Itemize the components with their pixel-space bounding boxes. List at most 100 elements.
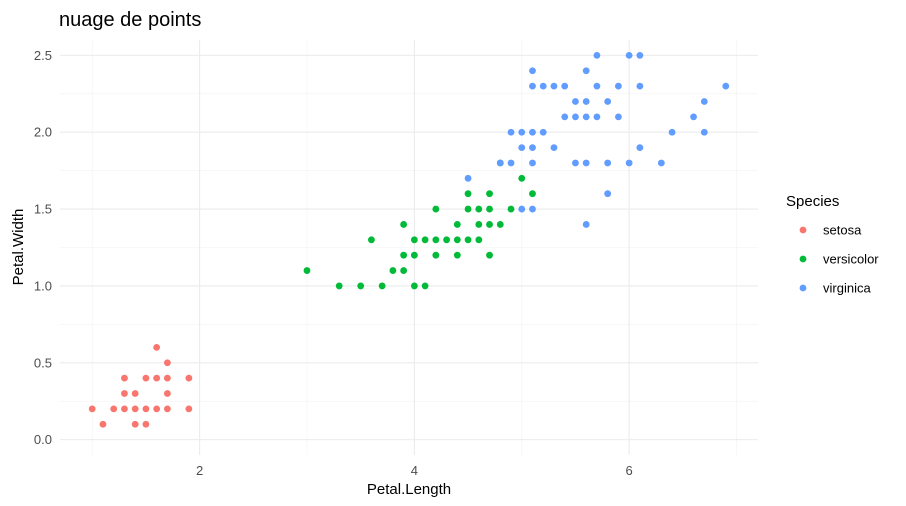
data-point-versicolor — [464, 190, 472, 198]
y-tick-label: 0.0 — [34, 432, 52, 447]
data-point-virginica — [518, 144, 526, 151]
y-axis-ticks: 0.0 0.5 1.0 1.5 2.0 2.5 — [34, 48, 52, 447]
data-point-virginica — [604, 190, 612, 198]
data-point-virginica — [518, 128, 526, 136]
data-point-versicolor — [475, 221, 483, 228]
legend-label-setosa: setosa — [823, 223, 862, 238]
data-point-virginica — [657, 159, 665, 167]
y-axis-title: Petal.Width — [10, 209, 27, 286]
x-tick-label: 4 — [411, 463, 418, 478]
data-point-versicolor — [303, 267, 311, 274]
data-point-virginica — [593, 51, 601, 59]
data-point-virginica — [582, 113, 590, 121]
data-point-virginica — [529, 82, 536, 90]
data-point-virginica — [582, 67, 590, 75]
data-point-versicolor — [410, 236, 418, 244]
data-point-virginica — [615, 113, 622, 121]
data-point-setosa — [142, 374, 150, 382]
data-point-versicolor — [464, 205, 472, 213]
data-points — [88, 51, 730, 428]
x-tick-label: 2 — [196, 463, 203, 478]
data-point-setosa — [153, 374, 161, 382]
data-point-setosa — [163, 390, 171, 397]
data-point-versicolor — [453, 221, 461, 228]
data-point-versicolor — [475, 205, 483, 213]
data-point-setosa — [185, 405, 193, 413]
data-point-setosa — [153, 405, 161, 413]
data-point-versicolor — [464, 236, 472, 244]
data-point-virginica — [700, 128, 708, 136]
data-point-virginica — [625, 51, 633, 59]
data-point-versicolor — [421, 282, 429, 290]
data-point-setosa — [131, 420, 139, 428]
data-point-virginica — [572, 159, 579, 167]
data-point-versicolor — [410, 282, 418, 290]
data-point-setosa — [142, 405, 150, 413]
data-point-versicolor — [443, 236, 450, 244]
data-point-virginica — [550, 144, 558, 151]
data-point-virginica — [529, 128, 536, 136]
data-point-setosa — [153, 344, 161, 351]
data-point-versicolor — [475, 236, 483, 244]
data-point-setosa — [131, 390, 139, 397]
data-point-setosa — [99, 420, 107, 428]
chart-title: nuage de points — [59, 9, 201, 31]
y-tick-label: 0.5 — [34, 355, 52, 370]
data-point-versicolor — [486, 251, 493, 259]
data-point-versicolor — [335, 282, 343, 290]
legend-key-setosa — [799, 226, 807, 234]
legend-title: Species — [786, 193, 839, 210]
y-tick-label: 2.0 — [34, 125, 52, 140]
legend-key-versicolor — [799, 255, 807, 263]
data-point-virginica — [582, 221, 590, 228]
data-point-virginica — [625, 159, 633, 167]
data-point-virginica — [529, 205, 536, 213]
data-point-virginica — [615, 82, 622, 90]
data-point-versicolor — [400, 251, 408, 259]
data-point-virginica — [518, 205, 526, 213]
data-point-setosa — [131, 405, 139, 413]
data-point-virginica — [539, 82, 547, 90]
data-point-virginica — [572, 98, 579, 105]
data-point-virginica — [529, 67, 536, 75]
data-point-virginica — [572, 113, 579, 121]
y-tick-label: 2.5 — [34, 48, 52, 63]
data-point-versicolor — [400, 267, 408, 274]
grid-lines — [60, 40, 758, 455]
x-tick-label: 6 — [626, 463, 633, 478]
data-point-virginica — [539, 128, 547, 136]
data-point-setosa — [110, 405, 118, 413]
data-point-setosa — [163, 405, 171, 413]
data-point-versicolor — [421, 236, 429, 244]
x-axis-title: Petal.Length — [367, 481, 451, 498]
data-point-virginica — [496, 159, 504, 167]
y-tick-label: 1.0 — [34, 278, 52, 293]
data-point-setosa — [185, 374, 193, 382]
data-point-versicolor — [400, 221, 408, 228]
legend-label-versicolor: versicolor — [823, 252, 879, 267]
data-point-virginica — [722, 82, 730, 90]
legend-key-virginica — [799, 284, 807, 292]
data-point-virginica — [593, 113, 601, 121]
x-axis-ticks: 2 4 6 — [196, 463, 633, 478]
data-point-setosa — [163, 359, 171, 367]
data-point-virginica — [507, 128, 515, 136]
data-point-virginica — [582, 98, 590, 105]
data-point-virginica — [464, 174, 472, 182]
data-point-virginica — [690, 113, 697, 121]
data-point-virginica — [636, 144, 644, 151]
data-point-virginica — [507, 159, 515, 167]
data-point-setosa — [121, 374, 128, 382]
data-point-versicolor — [389, 267, 397, 274]
data-point-versicolor — [453, 251, 461, 259]
data-point-versicolor — [507, 205, 515, 213]
data-point-setosa — [142, 420, 150, 428]
data-point-virginica — [604, 98, 612, 105]
data-point-virginica — [636, 82, 644, 90]
data-point-virginica — [593, 82, 601, 90]
y-tick-label: 1.5 — [34, 202, 52, 217]
data-point-virginica — [561, 82, 569, 90]
data-point-virginica — [550, 82, 558, 90]
data-point-versicolor — [518, 174, 526, 182]
